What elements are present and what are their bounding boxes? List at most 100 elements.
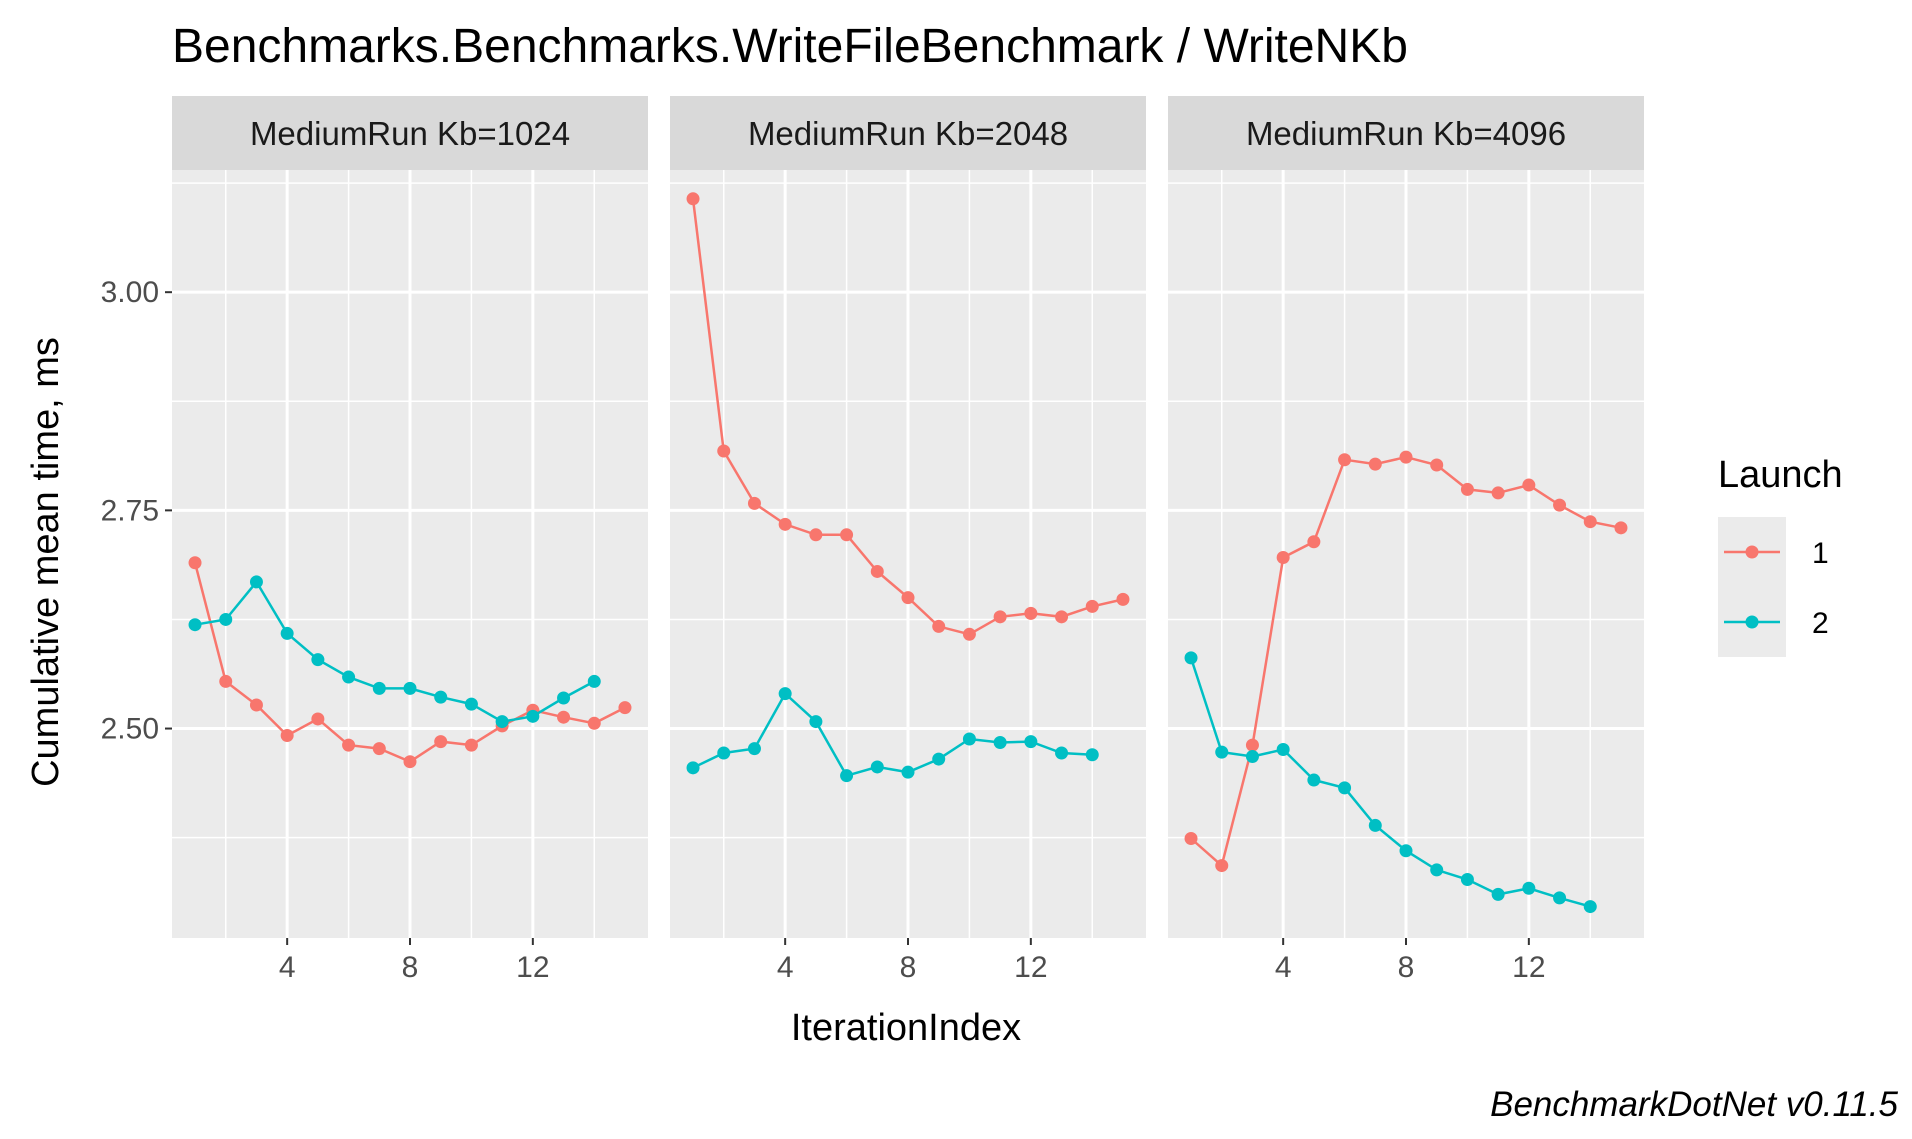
- data-point-launch-2: [372, 681, 386, 695]
- data-point-launch-2: [840, 769, 854, 783]
- data-point-launch-1: [686, 192, 700, 206]
- data-point-launch-2: [1055, 746, 1069, 760]
- data-point-launch-2: [932, 752, 946, 766]
- data-point-launch-2: [993, 736, 1007, 750]
- data-point-launch-2: [1338, 781, 1352, 795]
- data-point-launch-1: [1614, 521, 1628, 535]
- data-point-launch-1: [1245, 738, 1259, 752]
- data-point-launch-2: [747, 742, 761, 756]
- data-point-launch-2: [1184, 651, 1198, 665]
- x-tick-label: 4: [1275, 951, 1292, 984]
- data-point-launch-1: [1522, 478, 1536, 492]
- x-tick-label: 12: [1512, 951, 1545, 984]
- data-point-launch-2: [1399, 844, 1413, 858]
- data-point-launch-2: [870, 760, 884, 774]
- data-point-launch-2: [1307, 773, 1321, 787]
- data-point-launch-1: [1307, 535, 1321, 549]
- data-point-launch-1: [840, 528, 854, 542]
- data-point-launch-1: [932, 619, 946, 633]
- data-point-launch-1: [1399, 450, 1413, 464]
- data-point-launch-2: [717, 746, 731, 760]
- data-point-launch-2: [587, 674, 601, 688]
- data-point-launch-2: [901, 765, 915, 779]
- y-axis-label: Cumulative mean time, ms: [25, 337, 67, 787]
- data-point-launch-1: [1368, 457, 1382, 471]
- data-point-launch-1: [1116, 592, 1130, 606]
- data-point-launch-1: [1460, 482, 1474, 496]
- data-point-launch-2: [1460, 873, 1474, 887]
- x-tick-label: 8: [1398, 951, 1415, 984]
- y-tick-label: 3.00: [101, 276, 159, 309]
- data-point-launch-2: [1368, 818, 1382, 832]
- data-point-launch-1: [618, 701, 632, 715]
- x-tick-label: 8: [900, 951, 917, 984]
- data-point-launch-2: [1245, 749, 1259, 763]
- data-point-launch-1: [1491, 486, 1505, 500]
- data-point-launch-1: [311, 712, 325, 726]
- legend-title: Launch: [1718, 454, 1843, 496]
- x-tick-label: 8: [402, 951, 419, 984]
- data-point-launch-1: [249, 698, 263, 712]
- data-point-launch-1: [403, 755, 417, 769]
- data-point-launch-2: [686, 761, 700, 775]
- data-point-launch-2: [1522, 881, 1536, 895]
- data-point-launch-1: [1055, 610, 1069, 624]
- facet-panel: MediumRun Kb=2048 4 8 12: [670, 96, 1146, 984]
- data-point-launch-1: [993, 610, 1007, 624]
- y-tick-label: 2.50: [101, 713, 159, 746]
- data-point-launch-1: [1085, 599, 1099, 613]
- data-point-launch-1: [870, 564, 884, 578]
- facet-strip-label: MediumRun Kb=2048: [748, 115, 1068, 152]
- legend-entry-label: 2: [1812, 607, 1829, 640]
- data-point-launch-1: [1553, 498, 1567, 512]
- data-point-launch-2: [526, 709, 540, 723]
- data-point-launch-2: [1553, 891, 1567, 905]
- data-point-launch-2: [495, 715, 509, 729]
- data-point-launch-1: [434, 735, 448, 749]
- data-point-launch-1: [280, 729, 294, 743]
- data-point-launch-2: [219, 612, 233, 626]
- data-point-launch-1: [219, 674, 233, 688]
- legend-entry-label: 1: [1812, 537, 1829, 570]
- data-point-launch-1: [557, 710, 571, 724]
- data-point-launch-1: [342, 738, 356, 752]
- chart-title: Benchmarks.Benchmarks.WriteFileBenchmark…: [172, 20, 1408, 73]
- data-point-launch-1: [778, 517, 792, 531]
- facet-strip: [172, 96, 648, 170]
- data-point-launch-2: [778, 687, 792, 701]
- data-point-launch-1: [1215, 859, 1229, 873]
- data-point-launch-1: [587, 716, 601, 730]
- data-point-launch-1: [1276, 550, 1290, 564]
- legend-key-point: [1745, 615, 1759, 629]
- data-point-launch-2: [464, 697, 478, 711]
- data-point-launch-2: [1024, 735, 1038, 749]
- x-tick-label: 4: [279, 951, 296, 984]
- facet-panel: MediumRun Kb=4096 4 8 12: [1168, 96, 1644, 984]
- data-point-launch-1: [901, 591, 915, 605]
- x-axis-label: IterationIndex: [791, 1007, 1021, 1049]
- x-tick-label: 12: [1014, 951, 1047, 984]
- legend: Launch 1 2: [1718, 454, 1843, 657]
- facet-strip: [1168, 96, 1644, 170]
- data-point-launch-1: [188, 556, 202, 570]
- data-point-launch-2: [280, 626, 294, 640]
- data-point-launch-1: [809, 528, 823, 542]
- data-point-launch-2: [1276, 742, 1290, 756]
- data-point-launch-2: [962, 732, 976, 746]
- y-tick-label: 2.75: [101, 494, 159, 527]
- x-tick-label: 12: [516, 951, 549, 984]
- data-point-launch-2: [342, 670, 356, 684]
- facet-strip-label: MediumRun Kb=4096: [1246, 115, 1566, 152]
- data-point-launch-1: [747, 496, 761, 510]
- data-point-launch-2: [1583, 900, 1597, 914]
- legend-key-point: [1745, 545, 1759, 559]
- data-point-launch-2: [1215, 745, 1229, 759]
- data-point-launch-1: [372, 742, 386, 756]
- data-point-launch-2: [403, 681, 417, 695]
- data-point-launch-1: [1184, 832, 1198, 846]
- facet-strip-label: MediumRun Kb=1024: [250, 115, 570, 152]
- data-point-launch-2: [434, 690, 448, 704]
- data-point-launch-2: [557, 691, 571, 705]
